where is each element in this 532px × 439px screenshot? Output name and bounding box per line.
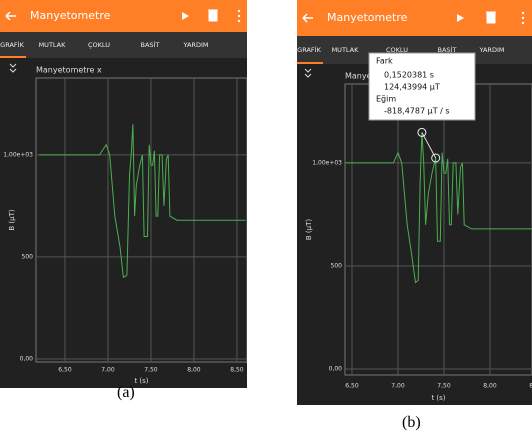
x-tick-label: 8,00	[187, 367, 201, 374]
tooltip-text: 124,43994 µT	[384, 83, 440, 92]
x-tick-label: 6,50	[345, 383, 359, 390]
y-tick-label: 1,00e+03	[312, 159, 342, 166]
tab[interactable]: ÇOKLU	[88, 41, 110, 49]
app-title: Manyetometre	[30, 9, 111, 22]
y-tick-label: 500	[22, 253, 34, 260]
tab-bar	[0, 32, 247, 58]
delete-button[interactable]	[208, 10, 218, 21]
caption: (b)	[402, 414, 421, 432]
app-title: Manyetometre	[327, 11, 408, 24]
tab[interactable]: YARDIM	[479, 46, 505, 54]
x-tick-label: 7,00	[101, 367, 115, 374]
tab[interactable]: GRAFİK	[0, 40, 24, 49]
x-tick-label: 8,00	[483, 383, 497, 390]
x-axis-label: t (s)	[431, 394, 445, 402]
tab-indicator	[297, 62, 323, 64]
x-tick-label: 7,00	[391, 383, 405, 390]
x-tick-label: 7,50	[437, 383, 451, 390]
y-axis-label: B (µT)	[305, 219, 313, 240]
y-tick-label: 0,00	[329, 366, 343, 373]
y-tick-label: 0,00	[20, 355, 34, 362]
phone-screen: Manyetometre GRAFİK MUTLAK ÇOKLU BASİT YARDIM…	[0, 0, 247, 388]
y-tick-label: 1,00e+03	[3, 151, 33, 158]
caption: (a)	[117, 384, 135, 402]
y-axis-label: B (µT)	[8, 209, 16, 230]
tab[interactable]: YARDIM	[183, 41, 209, 49]
menu-button[interactable]	[522, 12, 524, 24]
tab[interactable]: MUTLAK	[332, 46, 360, 54]
tab[interactable]: GRAFİK	[297, 45, 321, 54]
x-axis-label: t (s)	[134, 377, 148, 385]
tooltip-text: Eğim	[376, 95, 396, 104]
background	[0, 0, 247, 388]
x-tick-label: 8,50	[230, 367, 244, 374]
tooltip-text: -818,4787 µT / s	[384, 107, 450, 116]
chart-title: Manyetometre x	[36, 66, 102, 75]
tooltip-text: 0,1520381 s	[384, 71, 434, 80]
x-tick-label: 6,50	[58, 367, 72, 374]
tooltip-text: Fark	[376, 57, 393, 66]
delete-button[interactable]	[486, 12, 496, 23]
tab-indicator	[0, 56, 26, 58]
page: Manyetometre GRAFİK MUTLAK ÇOKLU BASİT YARDIM…	[0, 0, 532, 439]
tab[interactable]: BASİT	[141, 40, 160, 49]
y-tick-label: 500	[331, 262, 343, 269]
tab[interactable]: MUTLAK	[39, 41, 67, 49]
menu-button[interactable]	[238, 10, 240, 22]
x-tick-label: 7,50	[144, 367, 158, 374]
